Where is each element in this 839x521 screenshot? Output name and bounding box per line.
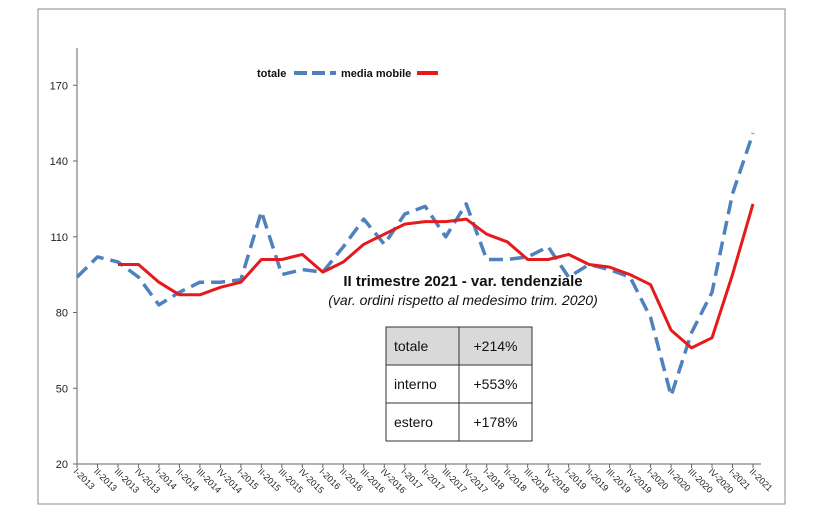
table-row-value: +214% (474, 338, 518, 354)
table-row-label: interno (394, 376, 437, 392)
chart-frame (37, 8, 786, 505)
x-axis-ticks: I-2013II-2013III-2013IV-2013I-2014II-201… (72, 464, 775, 495)
legend-label-media-mobile: media mobile (341, 68, 411, 80)
x-tick-label: II-2021 (748, 466, 775, 493)
table-row-label: estero (394, 414, 433, 430)
axes (76, 48, 761, 465)
y-tick-label: 110 (50, 232, 68, 244)
y-tick-label: 20 (56, 459, 68, 471)
legend-label-totale: totale (257, 68, 286, 80)
series-group (75, 132, 755, 398)
annotation: II trimestre 2021 - var. tendenziale (va… (328, 273, 598, 442)
x-tick-label: I-2013 (72, 466, 97, 491)
table-cell-value-bg (458, 364, 533, 404)
table-cell-value-bg (458, 402, 533, 442)
table-row-label: totale (394, 338, 428, 354)
table-cell-label-bg (385, 402, 460, 442)
table-cell-value-bg (458, 326, 533, 366)
legend: totale media mobile (257, 68, 438, 80)
series-line-media-mobile (118, 203, 755, 350)
annotation-title: II trimestre 2021 - var. tendenziale (343, 273, 582, 290)
y-tick-label: 80 (56, 308, 68, 320)
annotation-subtitle: (var. ordini rispetto al medesimo trim. … (328, 292, 597, 308)
table-cell-label-bg (385, 364, 460, 404)
table-row-value: +178% (474, 414, 518, 430)
y-tick-label: 50 (56, 383, 68, 395)
y-tick-label: 140 (50, 156, 68, 168)
y-tick-label: 170 (50, 80, 68, 92)
variation-table: totale +214% interno +553% estero +178% (385, 326, 533, 442)
y-axis-ticks: 20 50 80 110 140 170 (50, 80, 77, 471)
table-row-value: +553% (474, 376, 518, 392)
